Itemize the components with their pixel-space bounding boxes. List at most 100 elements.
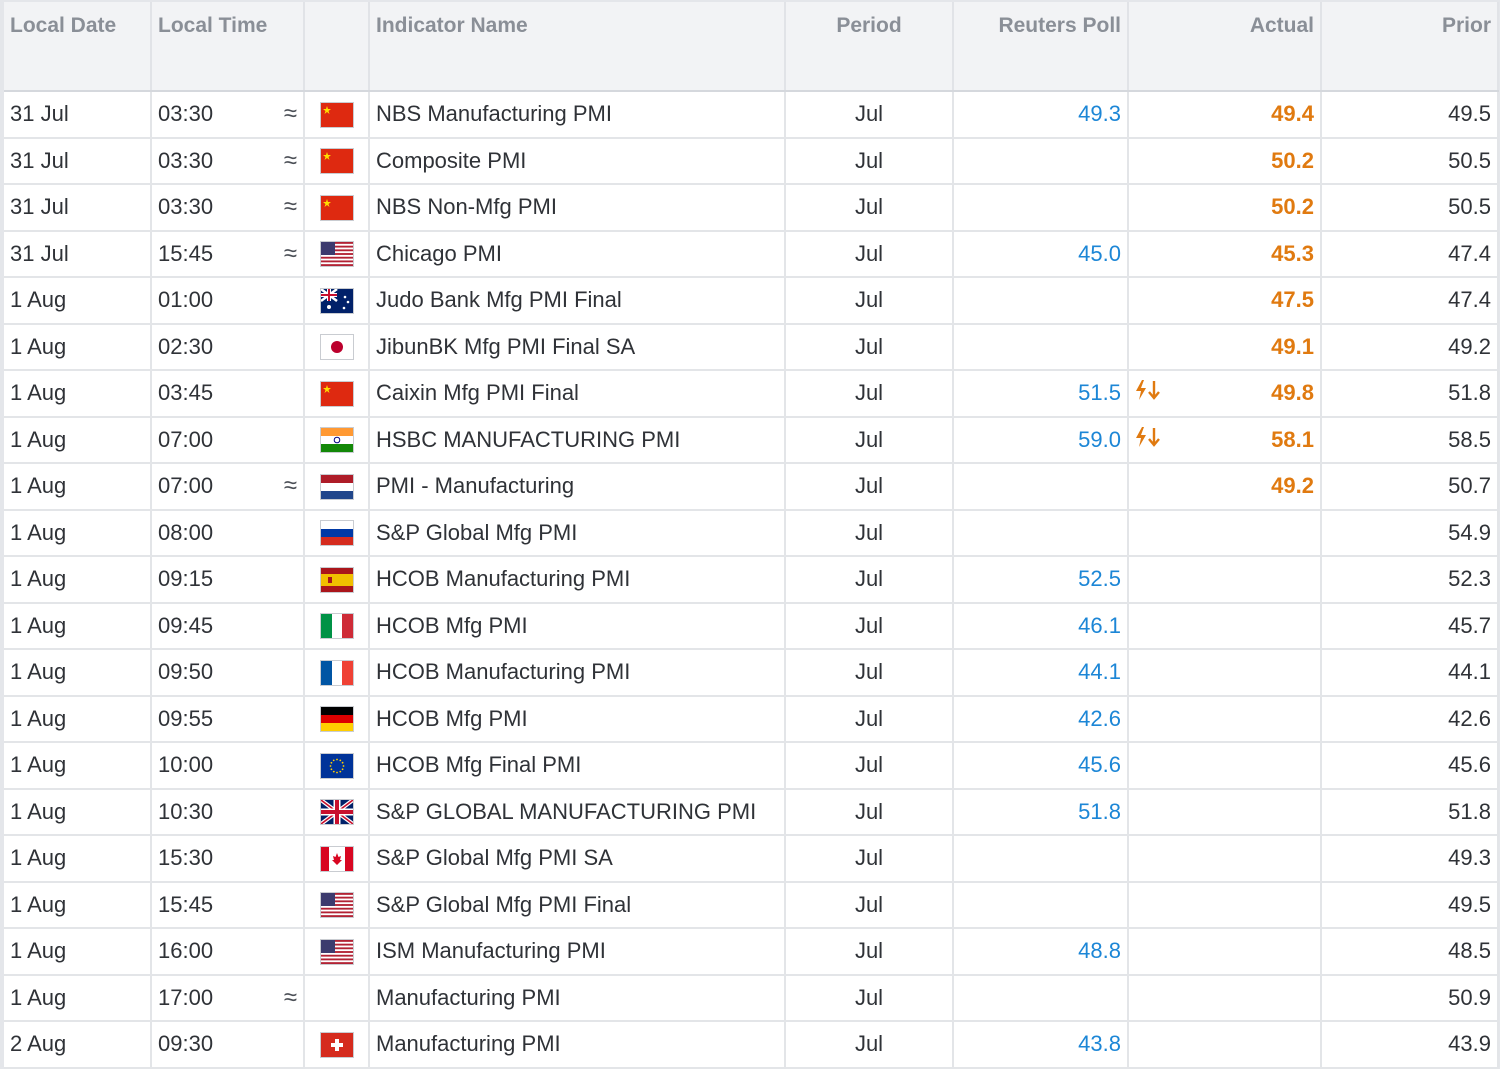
indicator-name[interactable]: Judo Bank Mfg PMI Final [369, 277, 786, 325]
table-row[interactable]: 1 Aug 02:30 JibunBK Mfg PMI Final SA Jul 49.… [4, 323, 1499, 371]
local-time: 15:45 [158, 240, 214, 266]
local-time: 09:50 [158, 659, 214, 685]
local-time-cell: 01:00 [151, 277, 305, 325]
table-row[interactable]: 1 Aug 10:30 S&P GLOBAL MANUFACTURING PMI Ju… [4, 788, 1499, 836]
country-flag-cell [304, 509, 370, 557]
actual-cell: 58.1 [1128, 416, 1322, 464]
local-time: 01:00 [158, 287, 214, 313]
table-row[interactable]: 1 Aug 09:45 HCOB Mfg PMI Jul 46.1 45.7 [4, 602, 1499, 650]
country-flag-cell [304, 230, 370, 278]
lightning-down-arrow-icon [1135, 380, 1160, 401]
flag-us-icon [319, 938, 354, 965]
table-row[interactable]: 1 Aug 17:00 ≈ Manufacturing PMI Jul 50.9 [4, 974, 1499, 1022]
indicator-name[interactable]: NBS Manufacturing PMI [369, 91, 786, 139]
actual-cell: 49.1 [1128, 323, 1322, 371]
flag-jp-icon [319, 334, 354, 361]
prior-value: 51.8 [1321, 788, 1499, 836]
indicator-name[interactable]: Composite PMI [369, 137, 786, 185]
indicator-name[interactable]: S&P Global Mfg PMI SA [369, 835, 786, 883]
actual-cell: 47.5 [1128, 277, 1322, 325]
indicator-name[interactable]: HCOB Manufacturing PMI [369, 649, 786, 697]
table-row[interactable]: 1 Aug 01:00 Judo Bank Mfg PMI Final Jul 47.5… [4, 277, 1499, 325]
indicator-name[interactable]: S&P GLOBAL MANUFACTURING PMI [369, 788, 786, 836]
prior-value: 45.7 [1321, 602, 1499, 650]
country-flag-cell [304, 277, 370, 325]
table-row[interactable]: 1 Aug 09:55 HCOB Mfg PMI Jul 42.6 42.6 [4, 695, 1499, 743]
period: Jul [785, 463, 954, 511]
local-time-cell: 16:00 [151, 928, 305, 976]
table-row[interactable]: 1 Aug 15:30 S&P Global Mfg PMI SA Jul 49.3 [4, 835, 1499, 883]
table-row[interactable]: 1 Aug 09:15 HCOB Manufacturing PMI Jul 52.5 5… [4, 556, 1499, 604]
indicator-name[interactable]: Manufacturing PMI [369, 974, 786, 1022]
local-time-cell: 03:30 ≈ [151, 137, 305, 185]
local-date: 1 Aug [4, 463, 152, 511]
reuters-poll: 52.5 [953, 556, 1129, 604]
table-row[interactable]: 1 Aug 16:00 ISM Manufacturing PMI Jul 48.8 48… [4, 928, 1499, 976]
period: Jul [785, 137, 954, 185]
actual-cell [1128, 649, 1322, 697]
table-row[interactable]: 1 Aug 07:00 ≈ PMI - Manufacturing Jul 49.2 50.… [4, 463, 1499, 511]
col-period[interactable]: Period [785, 2, 954, 92]
local-time-cell: 03:30 ≈ [151, 184, 305, 232]
table-row[interactable]: 31 Jul 15:45 ≈ Chicago PMI Jul 45.0 45.3 47.4 [4, 230, 1499, 278]
table-row[interactable]: 31 Jul 03:30 ≈ NBS Non-Mfg PMI Jul 50.2 50.5 [4, 184, 1499, 232]
local-time-cell: 09:45 [151, 602, 305, 650]
indicator-name[interactable]: JibunBK Mfg PMI Final SA [369, 323, 786, 371]
table-row[interactable]: 1 Aug 15:45 S&P Global Mfg PMI Final Jul 49.… [4, 881, 1499, 929]
col-local-date[interactable]: Local Date [4, 2, 152, 92]
indicator-name[interactable]: S&P Global Mfg PMI Final [369, 881, 786, 929]
prior-value: 47.4 [1321, 277, 1499, 325]
actual-cell [1128, 1021, 1322, 1069]
prior-value: 44.1 [1321, 649, 1499, 697]
col-local-time[interactable]: Local Time [151, 2, 305, 92]
prior-value: 54.9 [1321, 509, 1499, 557]
col-prior[interactable]: Prior [1321, 2, 1499, 92]
table-row[interactable]: 1 Aug 07:00 HSBC MANUFACTURING PMI Jul 59.0 5… [4, 416, 1499, 464]
indicator-name[interactable]: Chicago PMI [369, 230, 786, 278]
col-actual[interactable]: Actual [1128, 2, 1322, 92]
indicator-name[interactable]: NBS Non-Mfg PMI [369, 184, 786, 232]
local-date: 1 Aug [4, 509, 152, 557]
table-row[interactable]: 1 Aug 03:45 Caixin Mfg PMI Final Jul 51.5 49.… [4, 370, 1499, 418]
reuters-poll: 45.6 [953, 742, 1129, 790]
indicator-name[interactable]: ISM Manufacturing PMI [369, 928, 786, 976]
period: Jul [785, 323, 954, 371]
indicator-name[interactable]: HCOB Mfg PMI [369, 695, 786, 743]
prior-value: 42.6 [1321, 695, 1499, 743]
local-time-cell: 02:30 [151, 323, 305, 371]
table-row[interactable]: 1 Aug 10:00 HCOB Mfg Final PMI Jul 45.6 45.6 [4, 742, 1499, 790]
indicator-name[interactable]: S&P Global Mfg PMI [369, 509, 786, 557]
country-flag-cell [304, 416, 370, 464]
local-date: 31 Jul [4, 137, 152, 185]
local-date: 1 Aug [4, 370, 152, 418]
indicator-name[interactable]: HCOB Manufacturing PMI [369, 556, 786, 604]
col-indicator-name[interactable]: Indicator Name [369, 2, 786, 92]
table-row[interactable]: 1 Aug 09:50 HCOB Manufacturing PMI Jul 44.1 4… [4, 649, 1499, 697]
country-flag-cell [304, 1021, 370, 1069]
indicator-name[interactable]: PMI - Manufacturing [369, 463, 786, 511]
indicator-name[interactable]: HCOB Mfg Final PMI [369, 742, 786, 790]
country-flag-cell [304, 742, 370, 790]
approximate-icon: ≈ [283, 100, 297, 128]
table-row[interactable]: 31 Jul 03:30 ≈ NBS Manufacturing PMI Jul 49.3… [4, 91, 1499, 139]
indicator-name[interactable]: HSBC MANUFACTURING PMI [369, 416, 786, 464]
reuters-poll: 59.0 [953, 416, 1129, 464]
indicator-name[interactable]: Manufacturing PMI [369, 1021, 786, 1069]
prior-value: 52.3 [1321, 556, 1499, 604]
flag-cn-icon [319, 194, 354, 221]
period: Jul [785, 742, 954, 790]
local-time-cell: 17:00 ≈ [151, 974, 305, 1022]
local-time-cell: 03:45 [151, 370, 305, 418]
table-row[interactable]: 31 Jul 03:30 ≈ Composite PMI Jul 50.2 50.5 [4, 137, 1499, 185]
indicator-name[interactable]: Caixin Mfg PMI Final [369, 370, 786, 418]
actual-value: 49.1 [1271, 333, 1314, 359]
col-reuters-poll[interactable]: Reuters Poll [953, 2, 1129, 92]
local-time: 02:30 [158, 333, 214, 359]
indicator-name[interactable]: HCOB Mfg PMI [369, 602, 786, 650]
country-flag-cell [304, 881, 370, 929]
local-time-cell: 09:15 [151, 556, 305, 604]
table-row[interactable]: 2 Aug 09:30 Manufacturing PMI Jul 43.8 43.9 [4, 1021, 1499, 1069]
period: Jul [785, 788, 954, 836]
period: Jul [785, 881, 954, 929]
table-row[interactable]: 1 Aug 08:00 S&P Global Mfg PMI Jul 54.9 [4, 509, 1499, 557]
